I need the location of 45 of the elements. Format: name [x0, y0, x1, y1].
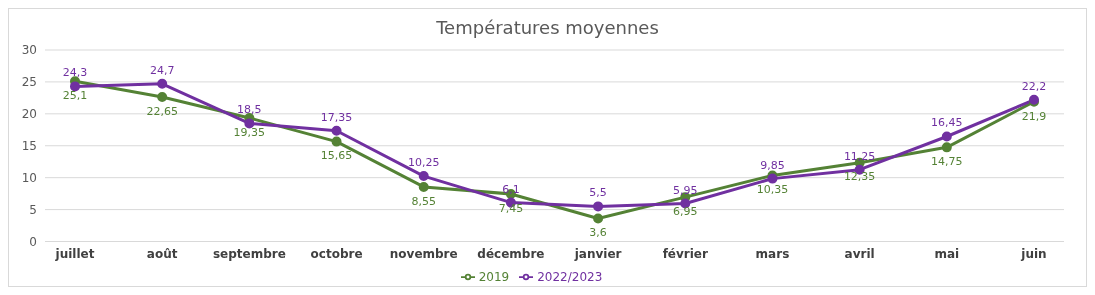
y-tick-label: 5: [29, 202, 37, 217]
data-label: 19,35: [233, 125, 266, 139]
y-tick-label: 20: [21, 107, 37, 122]
y-tick-label: 15: [21, 139, 37, 154]
x-tick-label: septembre: [212, 247, 286, 262]
data-label: 11,25: [843, 149, 876, 163]
x-tick-label: octobre: [310, 247, 363, 262]
data-label: 10,25: [407, 156, 440, 170]
data-label: 10,35: [756, 183, 789, 197]
x-tick-label: janvier: [573, 247, 622, 262]
legend-label: 2022/2023: [537, 269, 603, 284]
data-label: 5,5: [589, 186, 607, 200]
x-tick-label: juillet: [54, 247, 95, 262]
data-label: 21,9: [1021, 109, 1047, 123]
data-label: 22,2: [1021, 79, 1047, 93]
y-tick-label: 25: [21, 75, 37, 90]
data-label: 18,5: [237, 103, 262, 117]
x-tick-label: août: [146, 247, 178, 262]
x-tick-label: novembre: [389, 247, 458, 262]
legend-label: 2019: [478, 269, 510, 284]
x-tick-label: décembre: [477, 247, 545, 262]
data-label: 15,65: [320, 149, 353, 163]
data-label: 7,45: [498, 201, 524, 215]
data-label: 14,75: [931, 155, 963, 169]
x-tick-label: mars: [755, 247, 790, 262]
data-label: 24,3: [62, 66, 88, 80]
data-label: 6,95: [673, 204, 698, 218]
x-tick-label: juin: [1020, 247, 1047, 262]
data-label: 8,55: [411, 194, 436, 208]
data-label: 9,85: [760, 158, 785, 172]
x-tick-label: avril: [844, 247, 875, 262]
x-tick-label: février: [662, 247, 708, 262]
data-label: 12,35: [843, 170, 876, 184]
data-label: 17,35: [320, 110, 353, 124]
chart-title: Températures moyennes: [435, 17, 660, 38]
x-tick-label: mai: [934, 247, 960, 262]
data-label: 25,1: [62, 89, 88, 103]
data-label: 24,7: [149, 63, 175, 77]
data-label: 22,65: [146, 104, 178, 118]
data-label: 16,45: [931, 116, 963, 130]
data-label: 5,95: [673, 183, 698, 197]
y-tick-label: 10: [21, 170, 37, 185]
y-tick-label: 0: [29, 234, 37, 249]
data-label: 3,6: [589, 226, 607, 240]
y-tick-label: 30: [21, 43, 37, 58]
